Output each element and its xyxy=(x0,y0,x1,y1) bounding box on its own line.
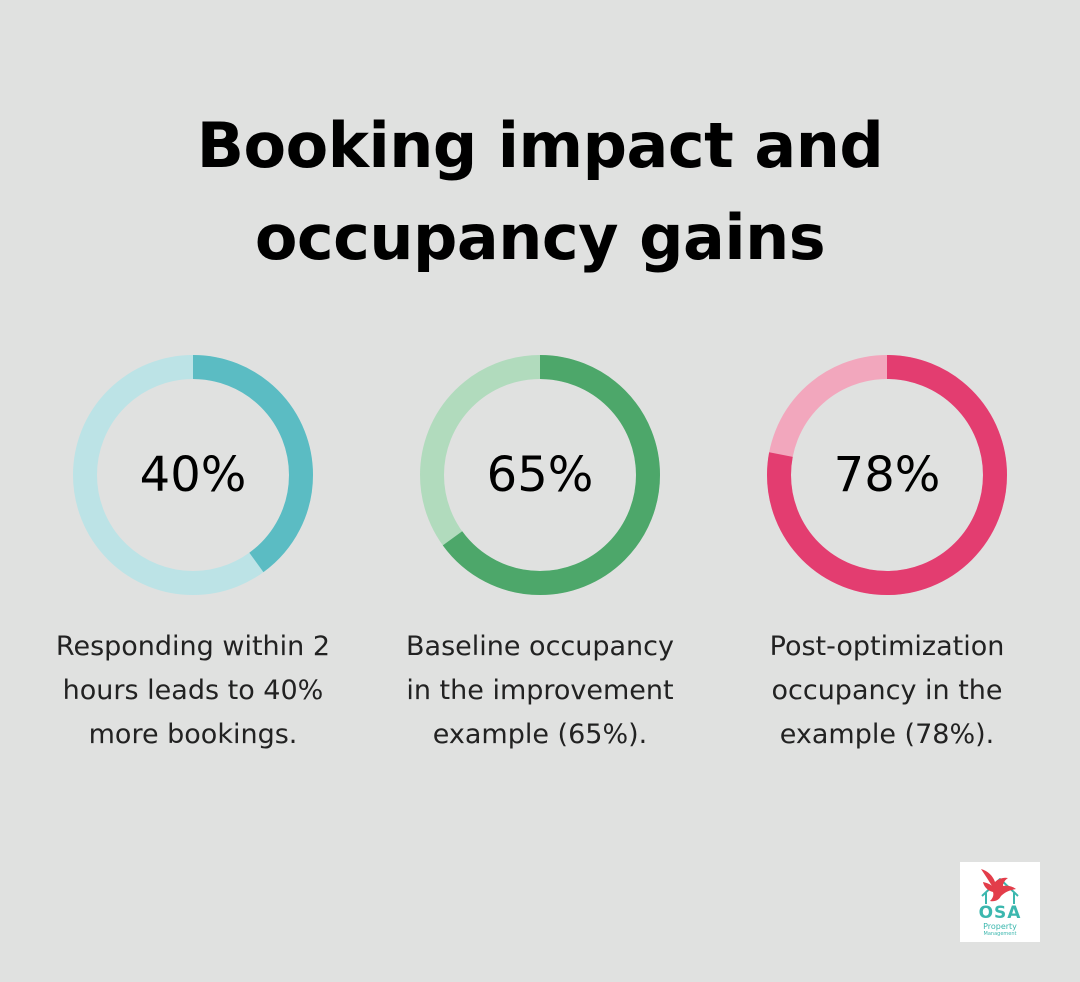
company-logo: OSA Property Management xyxy=(960,862,1040,942)
title-line-1: Booking impact and xyxy=(196,109,884,182)
donut-chart-3 xyxy=(767,355,1007,595)
logo-subtitle-1: Property xyxy=(983,922,1017,931)
donut-2-description-line-3: example (65%). xyxy=(432,719,648,750)
donut-3-description-line-3: example (78%). xyxy=(779,719,995,750)
donut-3-description-line-1: Post-optimization xyxy=(769,631,1005,662)
donut-1-value-arc xyxy=(73,355,313,595)
donut-3-value-label: 78% xyxy=(833,447,941,503)
donut-3-description-line-2: occupancy in the xyxy=(771,675,1003,706)
donut-1-description: Responding within 2 hours leads to 40% m… xyxy=(33,625,353,757)
donut-2-description: Baseline occupancy in the improvement ex… xyxy=(380,625,700,757)
donut-2-value-label: 65% xyxy=(486,447,594,503)
donut-3-description: Post-optimization occupancy in the examp… xyxy=(727,625,1047,757)
logo-brand-text: OSA xyxy=(978,903,1022,923)
donut-1-description-line-2: hours leads to 40% xyxy=(62,675,324,706)
donut-1-description-line-1: Responding within 2 xyxy=(55,631,331,662)
donut-3-value-arc xyxy=(767,355,1007,595)
donut-1-value-label: 40% xyxy=(139,447,247,503)
donut-2-description-line-1: Baseline occupancy xyxy=(406,631,674,662)
logo-subtitle-2: Management xyxy=(983,931,1017,937)
bird-house-icon xyxy=(981,869,1019,904)
donut-2-value-arc xyxy=(420,355,660,595)
donut-2-description-line-2: in the improvement xyxy=(406,675,674,706)
donut-chart-2 xyxy=(420,355,660,595)
page-title: Booking impact and occupancy gains xyxy=(0,100,1080,284)
title-line-2: occupancy gains xyxy=(254,201,826,274)
donut-chart-1 xyxy=(73,355,313,595)
donut-1-description-line-3: more bookings. xyxy=(88,719,298,750)
